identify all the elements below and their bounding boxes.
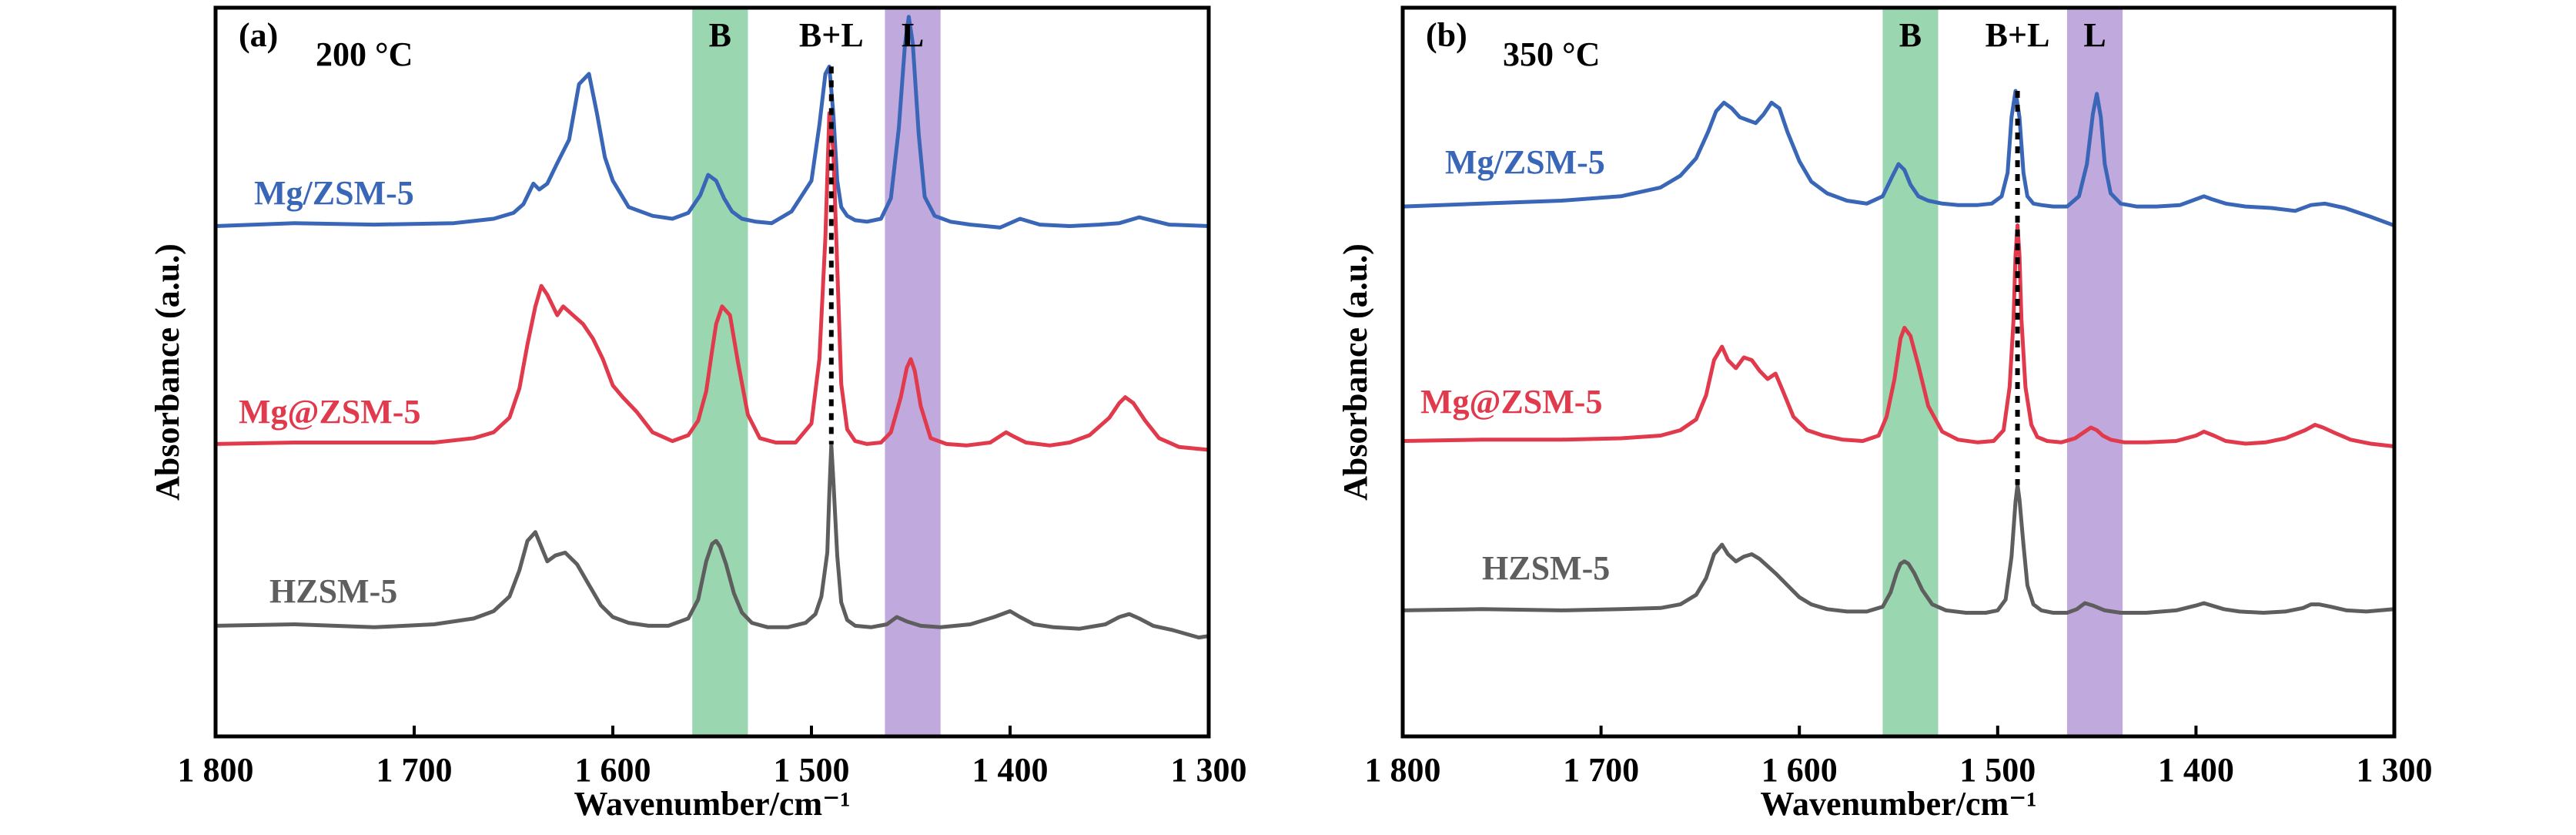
band-label-b-l: B+L xyxy=(799,16,864,54)
series-line-mg-zsm-5 xyxy=(213,111,1211,452)
x-axis-label: Wavenumber/cm⁻¹ xyxy=(574,785,850,823)
band-label-b-l: B+L xyxy=(1986,16,2050,54)
series-label-hzsm-5: HZSM-5 xyxy=(269,572,397,610)
x-tick-label: 1 800 xyxy=(1365,751,1441,789)
x-tick-label: 1 700 xyxy=(1563,751,1639,789)
series-line-mg-zsm-5 xyxy=(1400,223,2397,448)
x-tick-label: 1 600 xyxy=(1761,751,1838,789)
plot-frame xyxy=(213,5,1211,739)
x-tick-label: 1 500 xyxy=(774,751,850,789)
panel-b: Mg/ZSM-5 Mg@ZSM-5 HZSM-5 B B+L L (b) 350 °C 1 80… xyxy=(1337,5,2433,823)
band-label-l: L xyxy=(902,16,924,54)
series-line-mg-zsm-5 xyxy=(213,15,1211,230)
plot-frame xyxy=(1400,5,2397,739)
x-tick-label: 1 300 xyxy=(1171,751,1247,789)
panel-letter: (b) xyxy=(1426,16,1467,54)
series-line-mg-zsm-5 xyxy=(1400,89,2397,228)
temperature-label: 200 °C xyxy=(316,35,413,73)
band-b xyxy=(1882,8,1939,736)
x-tick-label: 1 800 xyxy=(178,751,254,789)
x-tick-label: 1 300 xyxy=(2357,751,2433,789)
band-l xyxy=(2066,8,2123,736)
series-label-hzsm-5: HZSM-5 xyxy=(1482,549,1610,587)
panel-a: Mg/ZSM-5 Mg@ZSM-5 HZSM-5 B B+L L (a) 200 °C 1 80… xyxy=(149,5,1247,823)
x-tick-label: 1 400 xyxy=(972,751,1049,789)
series-line-hzsm-5 xyxy=(213,442,1211,640)
x-axis-label: Wavenumber/cm⁻¹ xyxy=(1760,785,2036,823)
series-line-hzsm-5 xyxy=(1400,483,2397,615)
x-tick-label: 1 600 xyxy=(575,751,651,789)
y-axis-label: Absorbance (a.u.) xyxy=(149,243,186,501)
series-label-mg-zsm-5: Mg/ZSM-5 xyxy=(254,174,414,212)
band-label-l: L xyxy=(2083,16,2106,54)
panel-letter: (a) xyxy=(239,16,278,54)
x-tick-label: 1 700 xyxy=(376,751,453,789)
x-tick-label: 1 400 xyxy=(2158,751,2234,789)
y-axis-label: Absorbance (a.u.) xyxy=(1337,243,1374,501)
band-label-b: B xyxy=(709,16,731,54)
x-tick-label: 1 500 xyxy=(1959,751,2036,789)
band-label-b: B xyxy=(1899,16,1922,54)
series-label-mg-zsm-5: Mg@ZSM-5 xyxy=(239,393,420,431)
temperature-label: 350 °C xyxy=(1503,35,1600,73)
series-label-mg-zsm-5: Mg@ZSM-5 xyxy=(1420,383,1602,421)
series-label-mg-zsm-5: Mg/ZSM-5 xyxy=(1445,143,1605,181)
band-l xyxy=(885,8,941,736)
